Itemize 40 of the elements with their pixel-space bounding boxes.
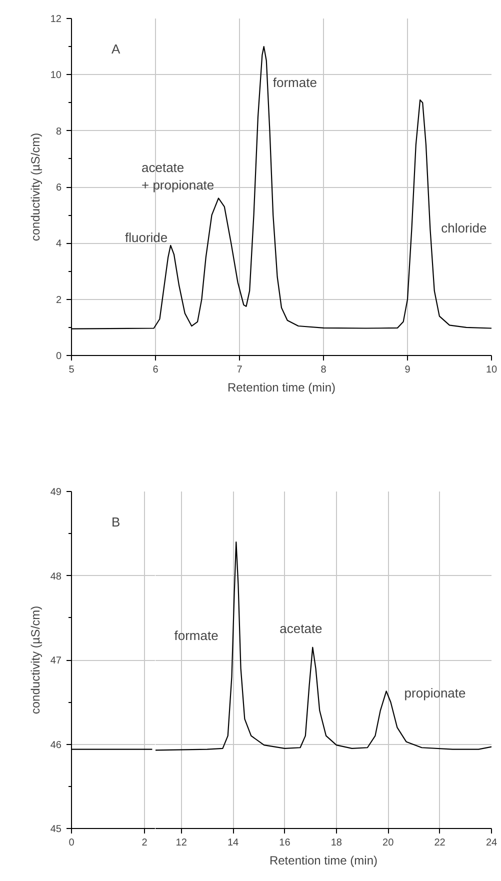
text: A — [112, 42, 120, 56]
y-tick-label: 49 — [50, 487, 62, 498]
y-tick-label: 48 — [50, 571, 62, 582]
x-tick-label: 8 — [320, 364, 327, 376]
x-tick-label: 18 — [330, 838, 342, 848]
annotation: acetate + propionate — [142, 160, 214, 192]
annotation: chloride — [441, 220, 487, 236]
x-axis-title: Retention time (min) — [227, 380, 336, 394]
y-tick-label: 4 — [56, 238, 62, 250]
y-axis-title: conductivity (µS/cm) — [28, 606, 42, 714]
x-tick-label: 22 — [434, 838, 446, 848]
annotation: fluoride — [124, 230, 168, 245]
y-axis-title: conductivity (µS/cm) — [28, 132, 42, 242]
x-tick-label: 7 — [236, 364, 243, 376]
annotation: formate — [272, 75, 317, 90]
annotation: propionate — [404, 686, 466, 701]
text: B — [112, 514, 120, 530]
x-axis-title: Retention time (min) — [269, 854, 378, 868]
y-tick-label: 45 — [50, 824, 62, 835]
x-tick-label: 12 — [176, 838, 188, 848]
y-tick-label: 10 — [50, 70, 62, 82]
x-tick-label: 6 — [152, 364, 159, 376]
x-tick-label: 24 — [486, 838, 498, 848]
y-tick-label: 8 — [56, 126, 62, 138]
x-tick-label: 20 — [382, 838, 394, 848]
y-tick-label: 12 — [50, 14, 62, 25]
x-tick-label: 0 — [68, 838, 75, 848]
y-tick-label: 2 — [56, 294, 62, 306]
x-tick-label: 16 — [279, 838, 291, 848]
annotation: acetate — [280, 620, 322, 636]
x-tick-label: 5 — [68, 364, 75, 376]
x-tick-label: 9 — [404, 364, 411, 376]
y-tick-label: 0 — [56, 351, 62, 362]
x-tick-label: 14 — [227, 838, 240, 848]
y-tick-label: 6 — [56, 182, 62, 194]
y-tick-label: 46 — [50, 740, 62, 751]
y-tick-label: 47 — [50, 656, 62, 666]
x-tick-label: 2 — [142, 838, 148, 848]
x-tick-label: 10 — [486, 364, 498, 376]
annotation: formate — [174, 628, 218, 644]
